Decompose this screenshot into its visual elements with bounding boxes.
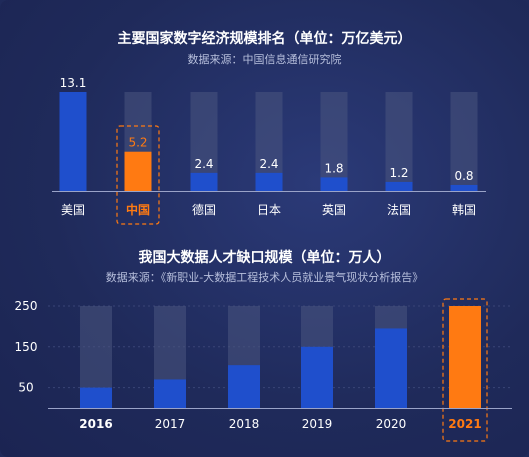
- bar: [154, 379, 186, 408]
- bar: [190, 172, 218, 191]
- data-label: 2.4: [259, 157, 278, 171]
- x-tick-label: 2021: [448, 417, 481, 431]
- data-label: 2.4: [194, 157, 213, 171]
- data-label: 1.8: [324, 161, 343, 175]
- bar: [385, 181, 413, 191]
- x-tick-label: 德国: [192, 202, 216, 217]
- bar: [228, 365, 260, 408]
- bar: [124, 151, 152, 191]
- bar: [450, 184, 478, 191]
- chart1-source: 数据来源：中国信息通信研究院: [187, 53, 342, 66]
- x-tick-label: 2018: [229, 417, 260, 431]
- x-tick-label: 韩国: [452, 202, 476, 217]
- data-label: 5.2: [128, 136, 147, 150]
- data-label: 0.8: [454, 169, 473, 183]
- x-tick-label: 法国: [387, 203, 411, 217]
- bar-track: [320, 92, 348, 191]
- y-tick-label: 50: [18, 381, 33, 395]
- chart2-title: 我国大数据人才缺口规模（单位：万人）: [138, 250, 391, 266]
- bar: [449, 306, 481, 408]
- x-tick-label: 英国: [322, 203, 346, 217]
- x-tick-label: 2020: [376, 417, 407, 431]
- bar-track: [385, 92, 413, 191]
- x-tick-label: 美国: [61, 203, 85, 217]
- bar: [301, 346, 333, 408]
- data-label: 1.2: [389, 166, 408, 180]
- highlight-box: [116, 125, 160, 225]
- x-tick-label: 2019: [302, 417, 333, 431]
- x-tick-label: 日本: [257, 203, 281, 217]
- bar: [80, 387, 112, 408]
- bar: [255, 172, 283, 191]
- x-tick-label: 2017: [155, 417, 186, 431]
- y-tick-label: 250: [15, 299, 38, 313]
- chart1-title: 主要国家数字经济规模排名（单位：万亿美元）: [117, 31, 412, 47]
- y-tick-label: 150: [15, 340, 38, 354]
- x-tick-label: 中国: [126, 202, 150, 217]
- bar: [320, 177, 348, 191]
- bar: [375, 328, 407, 408]
- chart2-source: 数据来源：《新职业-大数据工程技术人员就业景气现状分析报告》: [105, 271, 424, 284]
- data-label: 13.1: [60, 76, 87, 90]
- bar-track: [450, 92, 478, 191]
- x-tick-label: 2016: [79, 417, 112, 431]
- bar: [59, 92, 87, 191]
